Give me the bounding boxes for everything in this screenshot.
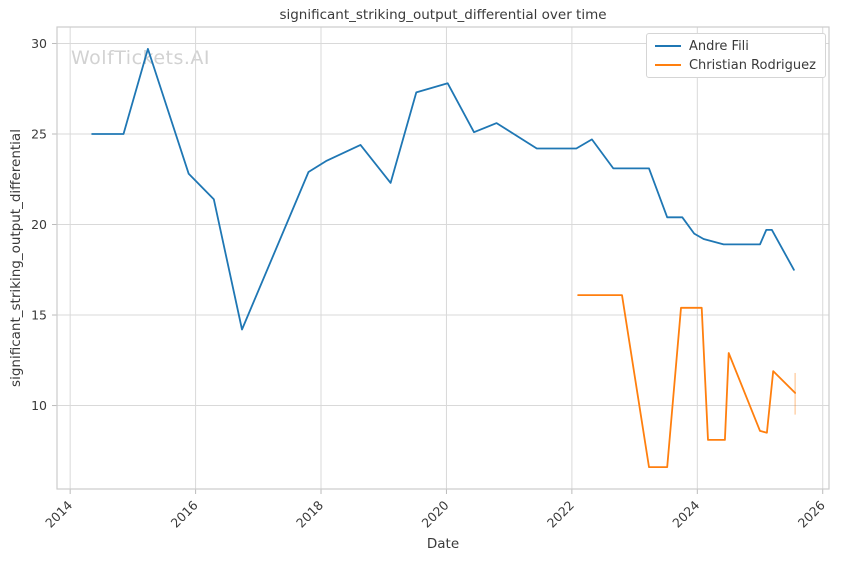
series-line-0	[91, 48, 795, 331]
legend-item-andre-fili: Andre Fili	[654, 38, 816, 54]
y-tick-label: 10	[31, 398, 47, 413]
series-line-1	[577, 294, 796, 469]
x-tick-label: 2014	[42, 497, 75, 530]
watermark: WolfTickets.AI	[71, 47, 211, 69]
y-tick-label: 30	[31, 36, 47, 51]
legend-label: Christian Rodriguez	[688, 57, 816, 73]
chart-title: significant_striking_output_differential…	[279, 7, 607, 23]
x-tick-label: 2024	[669, 497, 702, 530]
y-axis-label: significant_striking_output_differential	[8, 129, 24, 387]
x-tick-label: 2016	[168, 497, 201, 530]
legend-line-swatch-blue	[654, 45, 681, 47]
legend: Andre Fili Christian Rodriguez	[645, 33, 826, 78]
legend-item-christian-rodriguez: Christian Rodriguez	[654, 57, 816, 73]
x-tick-label: 2026	[795, 497, 828, 530]
y-tick-label: 20	[31, 217, 47, 232]
legend-label: Andre Fili	[688, 38, 749, 54]
x-axis-label: Date	[426, 536, 460, 552]
x-tick-label: 2022	[544, 498, 577, 531]
plot-spines	[56, 26, 830, 490]
x-tick-label: 2018	[293, 497, 326, 530]
legend-line-swatch-orange	[654, 64, 681, 66]
y-tick-label: 25	[31, 126, 47, 141]
x-tick-label: 2020	[418, 497, 451, 530]
y-tick-label: 15	[31, 308, 47, 323]
